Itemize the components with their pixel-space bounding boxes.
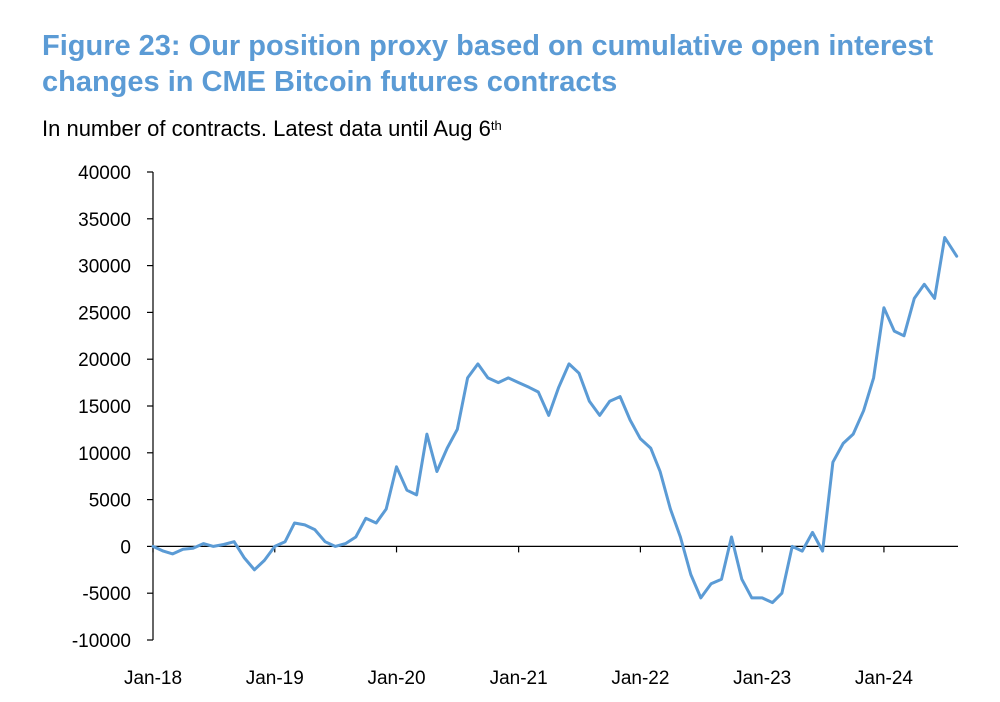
y-tick-label: 0 (120, 537, 131, 558)
series (151, 236, 959, 605)
y-tick-label: -5000 (82, 584, 131, 605)
y-axis: -10000 -5000 0 5000 10000 15000 20000 25000 3000… (72, 163, 154, 652)
x-tick-label: Jan-23 (733, 668, 791, 689)
subtitle-text: In number of contracts. Latest data unti… (42, 116, 491, 141)
series-line (151, 236, 959, 605)
y-tick-label: 40000 (78, 163, 131, 184)
y-tick-label: -10000 (72, 631, 131, 652)
y-tick-label: 10000 (78, 444, 131, 465)
x-tick-label: Jan-22 (611, 668, 669, 689)
x-tick-label: Jan-21 (490, 668, 548, 689)
y-tick-label: 25000 (78, 303, 131, 324)
x-tick-label: Jan-20 (367, 668, 425, 689)
x-tick-label: Jan-19 (246, 668, 304, 689)
chart-subtitle: In number of contracts. Latest data unti… (42, 116, 502, 142)
y-tick-label: 30000 (78, 257, 131, 278)
y-tick-label: 15000 (78, 397, 131, 418)
x-tick-label: Jan-18 (124, 668, 182, 689)
chart-title: Figure 23: Our position proxy based on c… (42, 30, 934, 98)
y-tick-label: 5000 (89, 491, 131, 512)
y-tick-label: 20000 (78, 350, 131, 371)
y-tick-label: 35000 (78, 210, 131, 231)
subtitle-superscript: th (490, 118, 502, 133)
x-tick-label: Jan-24 (855, 668, 914, 689)
x-axis: Jan-18 Jan-19 Jan-20 Jan-21 Jan-22 Jan-23 Jan-… (124, 545, 958, 689)
